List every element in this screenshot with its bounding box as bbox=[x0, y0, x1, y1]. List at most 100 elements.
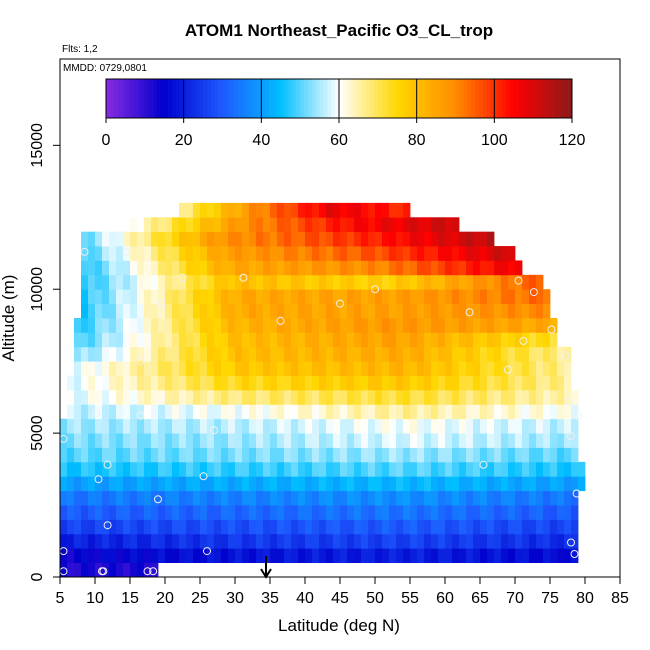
heatmap-cell bbox=[123, 274, 131, 290]
heatmap-cell bbox=[151, 433, 159, 448]
heatmap-cell bbox=[494, 260, 502, 276]
heatmap-cell bbox=[550, 490, 558, 506]
heatmap-cell bbox=[312, 447, 320, 463]
heatmap-cell bbox=[130, 461, 138, 477]
heatmap-cell bbox=[480, 260, 488, 276]
heatmap-cell bbox=[179, 505, 187, 520]
heatmap-cell bbox=[417, 217, 425, 233]
heatmap-cell bbox=[494, 461, 502, 477]
heatmap-cell bbox=[424, 505, 432, 520]
heatmap-cell bbox=[249, 361, 257, 376]
heatmap-cell bbox=[340, 274, 348, 290]
heatmap-cell bbox=[235, 433, 243, 448]
heatmap-cell bbox=[424, 533, 432, 549]
heatmap-cell bbox=[396, 289, 404, 305]
heatmap-cell bbox=[151, 476, 159, 492]
colorbar-segment bbox=[269, 79, 274, 118]
heatmap-cell bbox=[263, 505, 271, 520]
heatmap-cell bbox=[487, 260, 495, 276]
x-tick-label: 60 bbox=[436, 590, 454, 607]
heatmap-cell bbox=[242, 490, 250, 506]
heatmap-cell bbox=[312, 404, 320, 420]
colorbar-segment bbox=[218, 79, 223, 118]
colorbar-segment bbox=[148, 79, 153, 118]
heatmap-cell bbox=[81, 447, 89, 463]
heatmap-cell bbox=[235, 447, 243, 463]
heatmap-cell bbox=[207, 447, 215, 463]
heatmap-cell bbox=[564, 519, 572, 535]
heatmap-cell bbox=[228, 375, 236, 391]
colorbar-segment bbox=[552, 79, 557, 118]
heatmap-cell bbox=[291, 318, 299, 333]
heatmap-cell bbox=[417, 548, 425, 564]
heatmap-cell bbox=[81, 318, 89, 333]
heatmap-cell bbox=[88, 318, 96, 333]
heatmap-cell bbox=[165, 361, 173, 376]
heatmap-cell bbox=[410, 433, 418, 448]
colorbar-segment bbox=[385, 79, 390, 118]
heatmap-cell bbox=[375, 533, 383, 549]
heatmap-cell bbox=[536, 533, 544, 549]
heatmap-cell bbox=[158, 303, 166, 319]
heatmap-cell bbox=[368, 260, 376, 276]
heatmap-cell bbox=[536, 332, 544, 348]
heatmap-cell bbox=[347, 217, 355, 233]
heatmap-cell bbox=[214, 361, 222, 376]
heatmap-cell bbox=[277, 332, 285, 348]
heatmap-cell bbox=[424, 375, 432, 391]
heatmap-cell bbox=[571, 447, 579, 463]
heatmap-cell bbox=[515, 490, 523, 506]
heatmap-cell bbox=[221, 447, 229, 463]
colorbar-segment bbox=[354, 79, 359, 118]
heatmap-cell bbox=[417, 505, 425, 520]
heatmap-cell bbox=[473, 461, 481, 477]
heatmap-cell bbox=[67, 418, 75, 434]
heatmap-cell bbox=[354, 231, 362, 247]
heatmap-cell bbox=[403, 346, 411, 362]
heatmap-cell bbox=[368, 418, 376, 434]
heatmap-cell bbox=[116, 303, 124, 319]
colorbar-segment bbox=[234, 79, 239, 118]
heatmap-cell bbox=[95, 332, 103, 348]
heatmap-cell bbox=[88, 289, 96, 305]
heatmap-cell bbox=[354, 389, 362, 405]
heatmap-cell bbox=[186, 274, 194, 290]
heatmap-cell bbox=[207, 318, 215, 333]
heatmap-cell bbox=[543, 519, 551, 535]
heatmap-cell bbox=[382, 289, 390, 305]
heatmap-cell bbox=[228, 490, 236, 506]
colorbar-segment bbox=[109, 79, 115, 118]
heatmap-cell bbox=[130, 519, 138, 535]
heatmap-cell bbox=[340, 202, 348, 218]
heatmap-cell bbox=[333, 217, 341, 233]
colorbar-segment bbox=[416, 79, 421, 118]
heatmap-cell bbox=[326, 260, 334, 276]
observation-point bbox=[149, 567, 158, 576]
heatmap-cell bbox=[95, 260, 103, 276]
colorbar-segment bbox=[199, 79, 204, 118]
heatmap-cell bbox=[375, 332, 383, 348]
heatmap-cell bbox=[95, 447, 103, 463]
heatmap-cell bbox=[410, 303, 418, 319]
heatmap-cell bbox=[151, 260, 159, 276]
heatmap-cell bbox=[305, 447, 313, 463]
heatmap-cell bbox=[487, 361, 495, 376]
heatmap-cell bbox=[424, 318, 432, 333]
heatmap-cell bbox=[529, 505, 537, 520]
heatmap-cell bbox=[536, 361, 544, 376]
heatmap-cell bbox=[494, 346, 502, 362]
heatmap-cell bbox=[354, 461, 362, 477]
heatmap-cell bbox=[494, 548, 502, 564]
heatmap-cell bbox=[228, 433, 236, 448]
heatmap-cell bbox=[564, 361, 572, 376]
heatmap-cell bbox=[165, 375, 173, 391]
heatmap-cell bbox=[67, 447, 75, 463]
heatmap-cell bbox=[221, 418, 229, 434]
heatmap-cell bbox=[172, 533, 180, 549]
heatmap-cell bbox=[508, 346, 516, 362]
heatmap-cell bbox=[116, 260, 124, 276]
heatmap-cell bbox=[228, 505, 236, 520]
heatmap-cell bbox=[375, 217, 383, 233]
heatmap-cell bbox=[564, 461, 572, 477]
